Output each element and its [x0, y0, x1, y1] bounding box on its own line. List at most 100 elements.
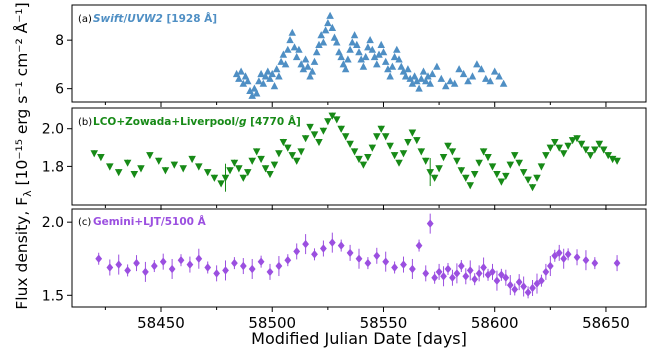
data-point — [257, 69, 265, 78]
data-point — [339, 60, 348, 68]
data-point — [564, 142, 572, 150]
data-point — [315, 139, 323, 147]
data-point — [368, 144, 377, 152]
data-point — [235, 165, 243, 173]
panel-a-title: Swift/UVW2 [1928 Å] — [93, 12, 217, 25]
panel-c-title-part: Gemini+LJT/5100 Å — [93, 215, 207, 228]
data-point — [231, 258, 238, 268]
data-point — [457, 167, 466, 175]
data-point — [422, 157, 430, 165]
data-point — [373, 251, 381, 260]
data-point — [95, 254, 103, 263]
data-point — [564, 250, 572, 259]
data-point — [301, 55, 310, 63]
y-tick-label: 2.0 — [42, 122, 64, 138]
data-point — [177, 256, 185, 265]
data-point — [466, 266, 474, 275]
data-point — [364, 258, 372, 268]
data-point — [439, 154, 448, 162]
data-point — [364, 154, 372, 162]
data-point — [591, 146, 599, 154]
data-point — [317, 31, 325, 39]
data-point — [146, 152, 154, 160]
data-point — [437, 74, 446, 82]
data-point — [426, 169, 434, 177]
data-point — [524, 288, 532, 297]
data-point — [524, 176, 532, 184]
panel-a-yticks: 68 — [55, 33, 72, 98]
data-point — [559, 150, 568, 158]
panel-b-title-part: g — [239, 116, 247, 128]
data-point — [471, 275, 478, 284]
data-point — [577, 140, 586, 148]
y-tick-label: 8 — [55, 33, 64, 49]
data-point — [428, 69, 437, 78]
data-point — [346, 140, 354, 148]
data-point — [106, 163, 114, 171]
data-point — [266, 267, 274, 277]
panel-b-title: LCO+Zowada+Liverpool/g [4770 Å] — [93, 115, 301, 128]
x-tick-label: 58650 — [582, 314, 630, 332]
data-point — [555, 144, 563, 152]
data-point — [186, 260, 194, 269]
data-point — [413, 137, 421, 145]
data-point — [240, 261, 247, 271]
data-point — [293, 247, 301, 256]
data-point — [519, 169, 528, 177]
data-point — [210, 174, 219, 182]
data-point — [284, 144, 292, 152]
data-point — [551, 251, 559, 260]
data-point — [239, 79, 248, 87]
y-tick-label: 1.5 — [42, 288, 64, 304]
panel-c-title: Gemini+LJT/5100 Å — [93, 215, 207, 228]
data-point — [400, 260, 407, 269]
data-point — [217, 180, 225, 188]
data-point — [290, 43, 299, 51]
data-point — [244, 169, 252, 177]
data-point — [415, 241, 423, 250]
panel-c-xticks — [104, 307, 607, 312]
data-point — [373, 60, 381, 68]
data-point — [511, 152, 519, 160]
data-point — [379, 48, 388, 56]
data-point — [261, 72, 270, 80]
data-point — [555, 248, 563, 258]
data-point — [595, 140, 604, 148]
data-point — [455, 65, 463, 73]
x-tick-label: 58450 — [137, 314, 185, 332]
data-point — [142, 267, 149, 277]
data-point — [410, 72, 419, 80]
data-point — [355, 254, 363, 263]
data-point — [395, 55, 403, 63]
data-point — [270, 161, 279, 169]
data-point — [170, 161, 179, 169]
data-point — [450, 79, 459, 87]
data-point — [488, 163, 497, 171]
y-tick-label: 1.8 — [42, 159, 64, 175]
data-point — [459, 69, 468, 78]
data-point — [366, 36, 374, 44]
data-point — [386, 142, 394, 150]
data-point — [484, 270, 492, 279]
data-point — [299, 65, 308, 73]
data-point — [324, 118, 332, 126]
data-point — [319, 127, 328, 135]
data-point — [364, 43, 372, 51]
data-point — [495, 72, 503, 80]
data-point — [442, 82, 450, 90]
data-point — [470, 171, 479, 179]
x-tick-label: 58550 — [360, 314, 408, 332]
data-point — [493, 171, 501, 179]
data-point — [409, 264, 416, 274]
data-point — [528, 184, 537, 192]
data-point — [248, 264, 256, 274]
data-point — [168, 264, 176, 274]
data-point — [511, 285, 519, 294]
data-point — [413, 77, 421, 85]
data-point — [155, 157, 163, 165]
data-point — [151, 261, 158, 271]
data-point — [270, 82, 279, 90]
data-point — [370, 52, 379, 61]
data-point — [328, 112, 337, 120]
data-point — [288, 152, 296, 160]
